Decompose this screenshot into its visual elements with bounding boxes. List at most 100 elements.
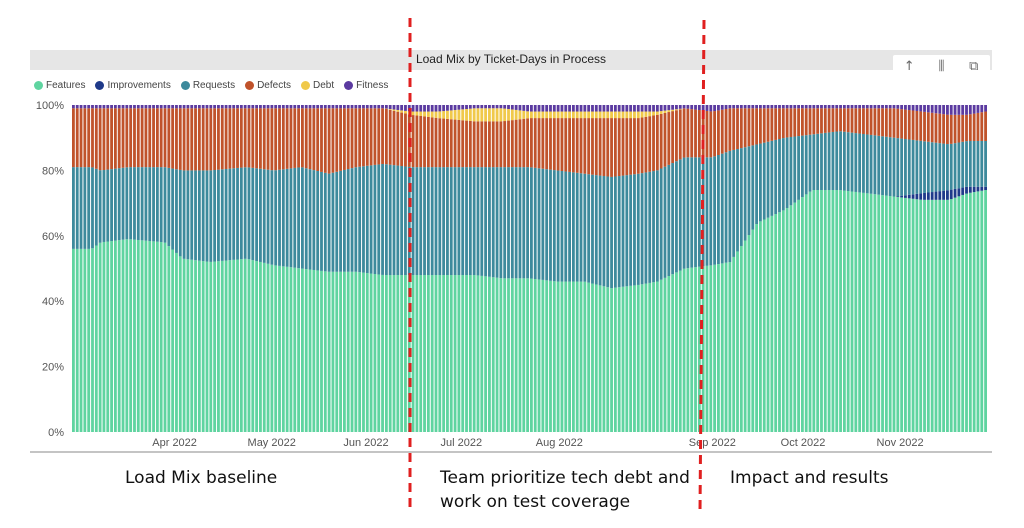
bar-requests-segment xyxy=(87,167,91,249)
x-tick-label: Nov 2022 xyxy=(877,437,924,449)
bar-requests-segment xyxy=(568,171,571,282)
bar-features-segment xyxy=(865,193,869,432)
bar-debt-segment xyxy=(430,111,434,118)
bar-defects-segment xyxy=(644,116,648,173)
bar-requests-segment xyxy=(468,167,472,276)
bar-requests-segment xyxy=(896,138,900,197)
bar-features-segment xyxy=(438,275,442,432)
bar-features-segment xyxy=(896,196,900,432)
bar-defects-segment xyxy=(778,108,781,139)
bar-requests-segment xyxy=(915,140,919,194)
copy-icon[interactable]: ⧉ xyxy=(969,58,979,74)
bar-features-segment xyxy=(892,196,896,432)
bar-fitness-segment xyxy=(125,105,129,109)
bar-fitness-segment xyxy=(171,105,175,109)
bar-fitness-segment xyxy=(968,105,972,115)
legend-item-fitness[interactable]: Fitness xyxy=(344,80,388,91)
bar-requests-segment xyxy=(942,143,946,191)
y-tick-label: 80% xyxy=(42,165,64,177)
bar-features-segment xyxy=(530,278,533,432)
bar-requests-segment xyxy=(705,157,709,266)
bar-defects-segment xyxy=(663,112,667,167)
legend-item-improvements[interactable]: Improvements xyxy=(95,80,171,91)
bar-debt-segment xyxy=(518,110,522,120)
bar-debt-segment xyxy=(594,111,598,119)
bar-features-segment xyxy=(846,191,850,432)
bar-requests-segment xyxy=(621,175,625,287)
bar-requests-segment xyxy=(625,175,629,287)
bar-defects-segment xyxy=(251,108,255,168)
bar-fitness-segment xyxy=(755,105,758,109)
bar-features-segment xyxy=(327,271,331,432)
bar-requests-segment xyxy=(785,137,789,209)
bar-defects-segment xyxy=(144,108,148,168)
bar-fitness-segment xyxy=(301,105,304,109)
bar-defects-segment xyxy=(304,108,308,169)
bar-improvements-segment xyxy=(946,190,949,200)
bar-requests-segment xyxy=(598,175,602,286)
bar-debt-segment xyxy=(633,111,636,119)
bar-defects-segment xyxy=(892,108,896,138)
bar-requests-segment xyxy=(552,170,556,282)
bar-defects-segment xyxy=(449,119,453,168)
bar-debt-segment xyxy=(530,111,533,119)
bar-requests-segment xyxy=(472,167,476,276)
bar-fitness-segment xyxy=(281,105,285,109)
bar-features-segment xyxy=(346,271,350,432)
bar-features-segment xyxy=(503,278,507,432)
bar-fitness-segment xyxy=(701,105,705,111)
bar-requests-segment xyxy=(781,138,785,211)
bar-fitness-segment xyxy=(591,105,594,112)
bar-requests-segment xyxy=(98,170,102,243)
legend-label-fitness: Fitness xyxy=(356,79,389,91)
bar-defects-segment xyxy=(560,118,564,172)
legend-label-requests: Requests xyxy=(192,79,236,91)
bar-requests-segment xyxy=(251,167,255,261)
drill-down-icon[interactable]: ⫼ xyxy=(938,58,945,74)
bar-debt-segment xyxy=(613,111,617,119)
bar-defects-segment xyxy=(591,118,594,175)
bar-fitness-segment xyxy=(377,105,381,109)
bar-defects-segment xyxy=(762,108,766,143)
bar-features-segment xyxy=(984,190,987,432)
legend-item-defects[interactable]: Defects xyxy=(245,80,291,91)
legend-item-debt[interactable]: Debt xyxy=(300,80,334,91)
legend-item-requests[interactable]: Requests xyxy=(180,79,236,91)
bar-requests-segment xyxy=(587,174,591,283)
bar-fitness-segment xyxy=(339,105,342,109)
bar-fitness-segment xyxy=(568,105,571,112)
bar-fitness-segment xyxy=(972,105,976,114)
bar-requests-segment xyxy=(495,167,499,278)
visual-toolbar: ↑ ⫼ ⧉ xyxy=(893,55,990,77)
bar-defects-segment xyxy=(209,108,213,171)
bar-defects-segment xyxy=(365,108,369,166)
legend-dot-fitness xyxy=(344,80,354,90)
bar-defects-segment xyxy=(426,116,430,168)
bar-features-segment xyxy=(972,192,976,432)
bar-features-segment xyxy=(613,287,617,432)
bar-fitness-segment xyxy=(75,105,79,109)
legend-item-features[interactable]: Features xyxy=(34,80,85,91)
bar-fitness-segment xyxy=(720,105,724,110)
bar-requests-segment xyxy=(724,152,728,263)
bar-fitness-segment xyxy=(770,105,774,109)
bar-defects-segment xyxy=(133,108,136,168)
bar-requests-segment xyxy=(762,142,766,220)
bar-requests-segment xyxy=(755,144,758,225)
bar-features-segment xyxy=(625,286,629,432)
bar-requests-segment xyxy=(537,168,541,280)
bar-features-segment xyxy=(839,190,842,432)
bar-defects-segment xyxy=(583,118,587,174)
bar-requests-segment xyxy=(133,167,136,240)
bar-features-segment xyxy=(930,199,934,432)
bar-requests-segment xyxy=(175,169,178,253)
arrow-up-icon[interactable]: ↑ xyxy=(903,58,915,74)
bar-defects-segment xyxy=(323,108,327,173)
bar-fitness-segment xyxy=(965,105,968,115)
bar-fitness-segment xyxy=(820,105,823,109)
bar-debt-segment xyxy=(499,108,503,122)
bar-debt-segment xyxy=(625,111,629,119)
bar-fitness-segment xyxy=(930,105,934,113)
bar-requests-segment xyxy=(316,171,320,271)
bar-requests-segment xyxy=(957,142,961,189)
